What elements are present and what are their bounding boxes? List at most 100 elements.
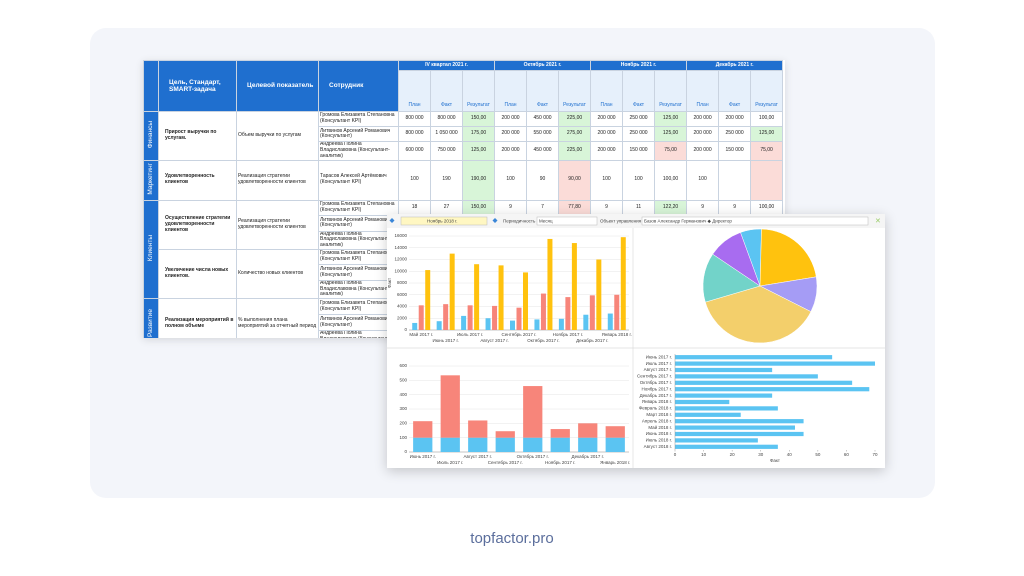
value-cell: 1 050 000	[430, 126, 463, 143]
x-tick-label: 20	[730, 452, 736, 457]
bar	[523, 272, 528, 330]
bar-segment	[440, 437, 460, 452]
value-cell: 800 000	[398, 110, 431, 128]
y-tick-label: Июль 2018 г.	[646, 438, 672, 443]
x-tick-label: Декабрь 2017 г.	[572, 454, 604, 459]
object-select[interactable]	[641, 216, 869, 226]
x-tick-label: Октябрь 2017 г.	[517, 454, 549, 459]
y-tick-label: Февраль 2018 г.	[639, 406, 672, 411]
value-cell: 250 000	[622, 110, 656, 128]
section-label: Маркетинг	[143, 159, 159, 201]
indicator: Количество новых клиентов	[236, 248, 319, 300]
value-cell: 200 000	[686, 110, 720, 128]
bar	[558, 318, 564, 330]
value-cell: 125,00	[654, 110, 688, 128]
y-tick-label: Май 2018 г.	[648, 424, 672, 430]
value-cell: 125,00	[750, 126, 784, 143]
value-cell: 100	[686, 159, 720, 201]
value-cell: 800 000	[398, 126, 431, 143]
employee: Андреева Полина Владиславовна (Консульта…	[318, 141, 399, 161]
header-row: Цель, Стандарт, SMART-задача Целевой пока…	[143, 60, 784, 112]
value-cell: 200 000	[686, 126, 720, 143]
sub-header: Результат	[750, 70, 784, 112]
value-cell: 90,00	[558, 159, 592, 201]
bar	[675, 406, 778, 411]
value-cell: 200 000	[494, 141, 528, 161]
bar-segment	[468, 437, 488, 452]
footer: topfactor.pro	[470, 530, 554, 547]
y-tick-label: 600	[399, 363, 407, 368]
sub-header: Факт	[622, 70, 656, 112]
value-cell: 100,00	[654, 159, 688, 201]
section-label: Финансы	[143, 111, 159, 161]
y-tick-label: 16000	[394, 233, 407, 238]
object-value: Базов Александр Германович ◆ Директор	[644, 218, 732, 223]
date-input[interactable]	[400, 216, 488, 226]
pie-slice	[712, 232, 761, 287]
dashboard: Ноябрь 2018 г. Периодичность Месяц Объек…	[387, 214, 885, 468]
period-select[interactable]	[536, 216, 598, 226]
indicator: Реализация стратегии удовлетворенности к…	[236, 159, 319, 201]
bar	[516, 307, 522, 330]
value-cell: 190,00	[461, 159, 496, 201]
x-tick-label: Август 2017 г.	[464, 454, 492, 459]
icon	[492, 218, 498, 223]
period-header: IV квартал 2021 г.	[397, 60, 496, 71]
bar	[412, 322, 418, 330]
x-tick-label: Ноябрь 2017 г.	[553, 332, 583, 337]
bar	[675, 438, 758, 443]
y-tick-label: Декабрь 2017 г.	[640, 393, 672, 398]
bar	[589, 295, 595, 330]
bar-segment	[523, 386, 543, 438]
goal: Реализация мероприятий в полном объеме	[158, 298, 237, 338]
value-cell: 200 000	[494, 126, 528, 143]
bar-segment	[605, 437, 625, 452]
y-tick-label: Ноябрь 2017 г.	[642, 386, 672, 391]
value-cell: 150,00	[461, 110, 496, 128]
bar	[675, 374, 818, 379]
bar	[675, 367, 773, 373]
bar	[467, 305, 473, 330]
y-tick-label: Август 2018 г.	[644, 444, 672, 449]
value-cell: 200 000	[494, 110, 528, 128]
employee: Андреева Полина Владиславовна (Консульта…	[318, 230, 399, 250]
sub-header: План	[494, 70, 528, 112]
x-tick-label: Декабрь 2017 г.	[576, 338, 608, 343]
y-tick-label: 200	[399, 421, 407, 426]
icon	[389, 218, 395, 223]
value-cell: 150 000	[622, 141, 656, 161]
bar	[675, 399, 730, 405]
bar	[675, 444, 778, 449]
period-header: Октябрь 2021 г.	[494, 60, 592, 71]
bar	[675, 380, 853, 385]
y-tick-label: Июнь 2018 г.	[646, 431, 672, 436]
sub-header: Результат	[558, 70, 592, 112]
sub-header: План	[686, 70, 720, 112]
employee: Тарасов Алексей Артёмович (Консультант K…	[318, 159, 399, 201]
sub-header: Факт	[430, 70, 463, 112]
pie-slice	[705, 285, 812, 344]
y-tick-label: Сентябрь 2017 г.	[637, 374, 672, 379]
y-axis-label: Факт	[387, 278, 392, 288]
x-tick-label: 50	[815, 452, 821, 457]
indicator: % выполнения плана мероприятий за отчетн…	[236, 298, 319, 338]
value-cell: 800 000	[430, 110, 463, 128]
section-name: Маркетинг	[147, 163, 155, 195]
x-tick-label: Июль 2017 г.	[437, 460, 463, 465]
employee: Громова Елизавета Степановна (Консультан…	[318, 110, 399, 128]
period-header: Декабрь 2021 г.	[686, 60, 784, 71]
section-name: Клиенты	[147, 235, 155, 262]
bar-segment	[550, 437, 570, 452]
bar	[571, 243, 577, 330]
column-header: Цель, Стандарт, SMART-задача	[158, 60, 237, 112]
table-row: Литвинов Арсений Романович (Консультант)…	[144, 126, 784, 143]
close-icon[interactable]: ✕	[875, 218, 881, 225]
bar	[583, 314, 589, 330]
object-label: Объект управления	[600, 218, 642, 223]
bar-segment	[495, 431, 515, 438]
value-cell: 200 000	[590, 141, 624, 161]
x-tick-label: Сентябрь 2017 г.	[501, 332, 536, 337]
y-tick-label: 2000	[397, 315, 408, 320]
sub-header: План	[398, 70, 431, 112]
table-row: Финансы Прирост выручки по услугам. Объем …	[143, 110, 784, 161]
